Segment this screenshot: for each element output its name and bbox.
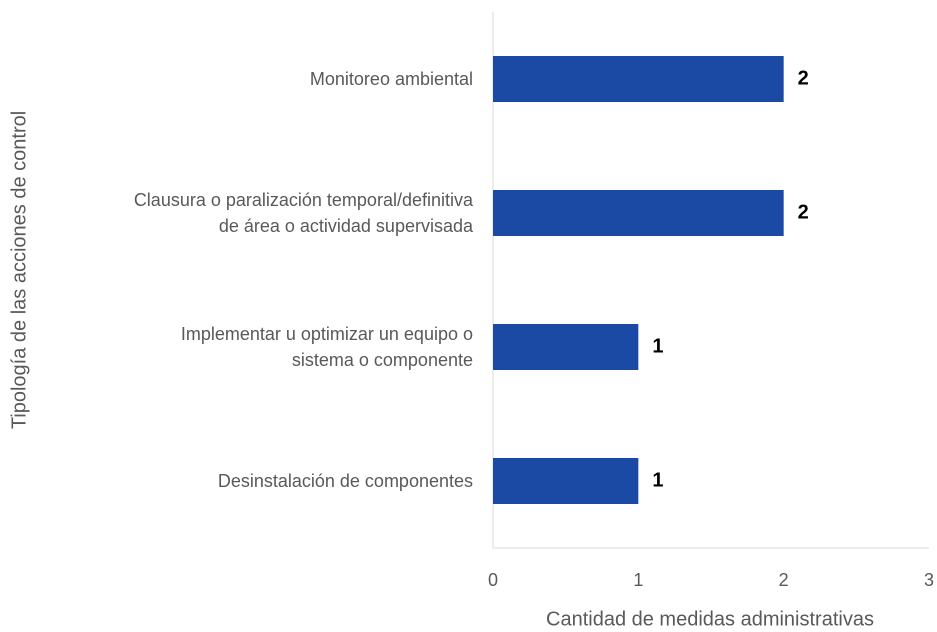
x-tick-label: 0 [488, 570, 498, 590]
x-tick-label: 1 [633, 570, 643, 590]
x-tick-label: 3 [924, 570, 934, 590]
bar [493, 56, 784, 102]
y-tick-label: Implementar u optimizar un equipo o sist… [180, 324, 473, 370]
y-tick-label: Desinstalación de componentes [217, 471, 473, 491]
bar [493, 324, 639, 370]
y-axis-title: Tipología de las acciones de control [8, 111, 30, 429]
data-label: 2 [798, 67, 809, 89]
bar [493, 458, 639, 504]
x-tick-label: 2 [779, 570, 789, 590]
data-label: 2 [798, 201, 809, 223]
data-label: 1 [652, 335, 663, 357]
y-tick-label: Monitoreo ambiental [309, 69, 473, 89]
x-axis-title: Cantidad de medidas administrativas [546, 608, 874, 630]
y-tick-label: Clausura o paralización temporal/definit… [133, 190, 473, 236]
data-label: 1 [652, 469, 663, 491]
bar [493, 190, 784, 236]
